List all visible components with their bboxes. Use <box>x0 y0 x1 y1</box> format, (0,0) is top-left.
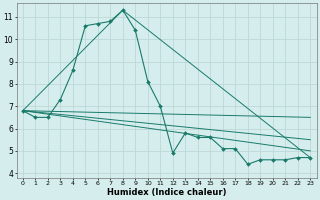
X-axis label: Humidex (Indice chaleur): Humidex (Indice chaleur) <box>107 188 226 197</box>
